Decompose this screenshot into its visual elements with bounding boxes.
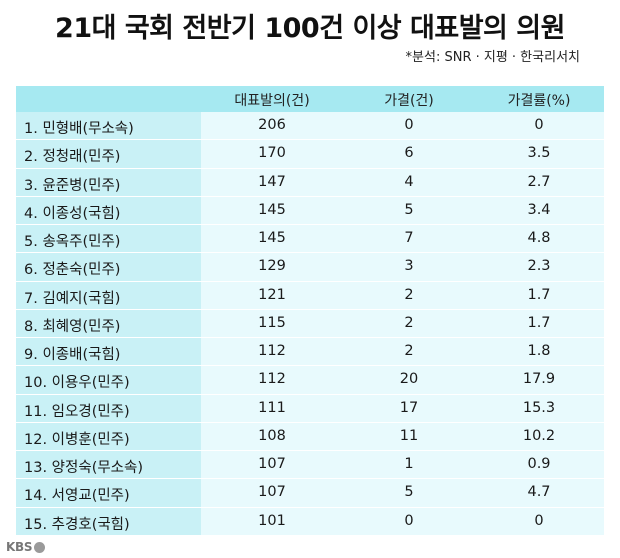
header-rate: 가결률(%)	[507, 93, 571, 109]
pass-rate: 0	[534, 117, 544, 133]
bills-count: 101	[258, 512, 286, 529]
legislator-name: 11. 임오경(민주)	[24, 403, 130, 420]
legislator-name: 5. 송옥주(민주)	[24, 234, 121, 251]
bills-count: 107	[258, 484, 286, 501]
passed-count: 4	[404, 173, 414, 190]
legislator-name: 3. 윤준병(민주)	[24, 177, 121, 194]
table-row: 2. 정청래(민주) 170 6 3.5	[16, 140, 604, 169]
pass-rate: 10.2	[522, 427, 556, 444]
pass-rate: 3.4	[527, 201, 551, 218]
pass-rate: 4.7	[527, 484, 551, 501]
bills-count: 115	[258, 314, 286, 331]
bills-count: 112	[258, 343, 286, 360]
header-passed: 가결(건)	[384, 93, 434, 109]
pass-rate: 1.7	[527, 314, 551, 331]
table-body: 1. 민형배(무소속) 206 0 0 2. 정청래(민주) 170 6 3.5 3. 윤준병(…	[16, 112, 604, 536]
source-note: *분석: SNR · 지평 · 한국리서치	[405, 50, 580, 65]
pass-rate: 4.8	[527, 230, 551, 247]
passed-count: 2	[404, 343, 414, 360]
logo-text: KBS	[6, 540, 33, 554]
pass-rate: 15.3	[522, 399, 556, 416]
table-row: 4. 이종성(국힘) 145 5 3.4	[16, 197, 604, 226]
passed-count: 17	[399, 399, 419, 416]
pass-rate: 2.7	[527, 173, 551, 190]
pass-rate: 1.7	[527, 286, 551, 303]
passed-count: 2	[404, 314, 414, 331]
legislator-name: 10. 이용우(민주)	[24, 375, 130, 392]
bills-count: 206	[258, 117, 286, 133]
bills-count: 145	[258, 201, 286, 218]
table-row: 15. 추경호(국힘) 101 0 0	[16, 508, 604, 536]
table-row: 1. 민형배(무소속) 206 0 0	[16, 112, 604, 141]
table-row: 13. 양정숙(무소속) 107 1 0.9	[16, 451, 604, 480]
table-header: 대표발의(건) 가결(건) 가결률(%)	[16, 86, 604, 112]
legislator-name: 13. 양정숙(무소속)	[24, 460, 144, 477]
legislator-name: 15. 추경호(국힘)	[24, 516, 130, 533]
page-title: 21대 국회 전반기 100건 이상 대표발의 의원	[55, 13, 565, 44]
table-row: 8. 최혜영(민주) 115 2 1.7	[16, 310, 604, 339]
passed-count: 5	[404, 201, 414, 218]
logo-mark-icon	[34, 541, 46, 553]
table-row: 12. 이병훈(민주) 108 11 10.2	[16, 423, 604, 452]
passed-count: 0	[404, 117, 414, 133]
table-row: 3. 윤준병(민주) 147 4 2.7	[16, 169, 604, 197]
pass-rate: 1.8	[527, 343, 551, 360]
bills-count: 147	[258, 173, 286, 190]
pass-rate: 0	[534, 512, 544, 529]
passed-count: 11	[399, 427, 419, 444]
legislator-name: 14. 서영교(민주)	[24, 488, 130, 505]
passed-count: 5	[404, 484, 414, 501]
broadcaster-logo: KBS	[6, 540, 46, 554]
legislator-name: 2. 정청래(민주)	[24, 149, 121, 166]
passed-count: 7	[404, 230, 414, 247]
bills-count: 108	[258, 427, 286, 444]
pass-rate: 17.9	[522, 371, 556, 388]
passed-count: 1	[404, 456, 414, 473]
data-table: 대표발의(건) 가결(건) 가결률(%) 1. 민형배(무소속) 206 0 0 2. …	[16, 86, 604, 536]
legislator-name: 8. 최혜영(민주)	[24, 318, 121, 335]
table-row: 6. 정춘숙(민주) 129 3 2.3	[16, 253, 604, 282]
pass-rate: 3.5	[527, 145, 551, 162]
table-row: 9. 이종배(국힘) 112 2 1.8	[16, 338, 604, 367]
bills-count: 111	[258, 399, 286, 416]
bills-count: 170	[258, 145, 286, 162]
table-row: 7. 김예지(국힘) 121 2 1.7	[16, 282, 604, 310]
table-row: 14. 서영교(민주) 107 5 4.7	[16, 479, 604, 508]
legislator-name: 4. 이종성(국힘)	[24, 205, 121, 222]
legislator-name: 12. 이병훈(민주)	[24, 431, 130, 448]
bills-count: 145	[258, 230, 286, 247]
legislator-name: 6. 정춘숙(민주)	[24, 262, 121, 279]
legislator-name: 7. 김예지(국힘)	[24, 290, 121, 307]
passed-count: 3	[404, 258, 414, 275]
bills-count: 121	[258, 286, 286, 303]
pass-rate: 0.9	[527, 456, 551, 473]
passed-count: 0	[404, 512, 414, 529]
table-row: 11. 임오경(민주) 111 17 15.3	[16, 395, 604, 423]
bills-count: 129	[258, 258, 286, 275]
passed-count: 2	[404, 286, 414, 303]
bills-count: 107	[258, 456, 286, 473]
legislator-name: 9. 이종배(국힘)	[24, 347, 121, 364]
legislator-name: 1. 민형배(무소속)	[24, 121, 134, 137]
table-row: 5. 송옥주(민주) 145 7 4.8	[16, 225, 604, 254]
pass-rate: 2.3	[527, 258, 551, 275]
name-column-shade	[16, 112, 201, 536]
passed-count: 20	[399, 371, 419, 388]
bills-count: 112	[258, 371, 286, 388]
table-row: 10. 이용우(민주) 112 20 17.9	[16, 366, 604, 395]
passed-count: 6	[404, 145, 414, 162]
header-bills: 대표발의(건)	[234, 93, 310, 109]
